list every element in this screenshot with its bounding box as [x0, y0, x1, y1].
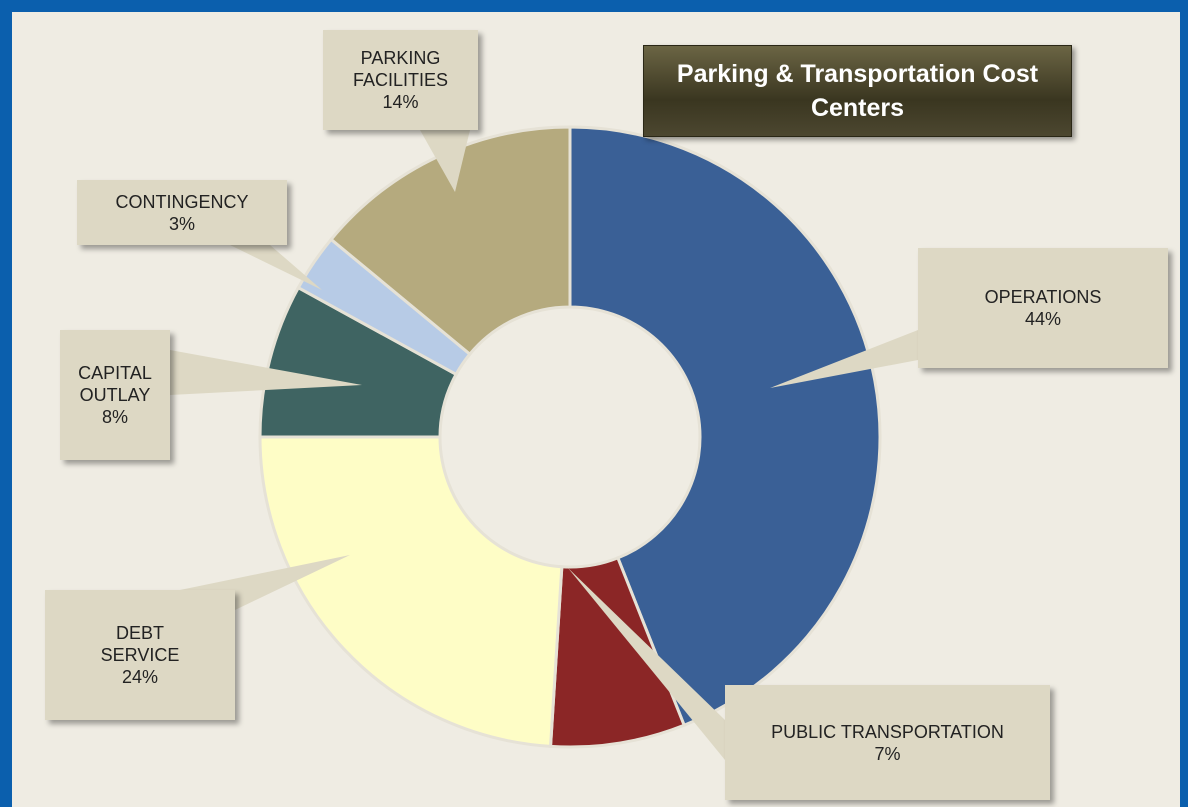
value-label: 8% — [101, 407, 128, 427]
callout-box: OPERATIONS 44% — [918, 248, 1168, 368]
value-label: 24% — [121, 667, 159, 687]
slice — [329, 125, 572, 357]
value-label: 7% — [874, 743, 901, 764]
category-label: PUBLIC TRANSPORTATION — [771, 721, 1004, 742]
callout-pointer — [230, 245, 322, 290]
category-label: DEBT SERVICE — [100, 623, 180, 665]
category-label: CONTINGENCY — [115, 191, 249, 212]
slice — [258, 435, 564, 748]
callout-pointer — [420, 130, 470, 192]
callout-box: CONTINGENCY 3% — [77, 180, 287, 245]
callout-box: DEBT SERVICE 24% — [45, 590, 235, 720]
chart-title: Parking & Transportation Cost Centers — [676, 60, 1039, 122]
callout-box: PUBLIC TRANSPORTATION 7% — [725, 685, 1050, 800]
callout-box: PARKING FACILITIES 14% — [323, 30, 478, 130]
title-box: Parking & Transportation Cost Centers — [643, 45, 1072, 137]
value-label: 44% — [1024, 309, 1062, 329]
callout-pointer — [170, 350, 362, 395]
value-label: 14% — [382, 92, 419, 112]
callout-box: CAPITAL OUTLAY 8% — [60, 330, 170, 460]
category-label: CAPITAL OUTLAY — [78, 363, 152, 405]
category-label: OPERATIONS — [984, 287, 1102, 307]
value-label: 3% — [168, 213, 195, 234]
category-label: PARKING FACILITIES — [352, 48, 449, 90]
callout-pointer — [568, 568, 725, 760]
callout-pointer — [770, 330, 918, 388]
slice — [568, 125, 882, 728]
